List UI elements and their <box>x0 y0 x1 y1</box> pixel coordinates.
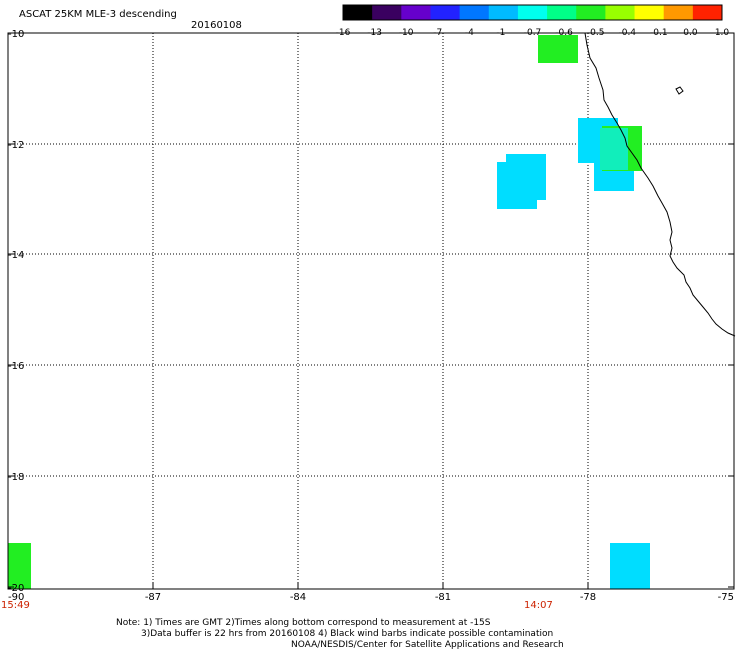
colorbar-border <box>342 4 723 21</box>
colorbar-swatch <box>547 5 577 20</box>
product-date: 20160108 <box>191 20 242 31</box>
colorbar-swatch <box>634 5 665 20</box>
lon-label: -87 <box>145 592 161 603</box>
footnote-line-1: Note: 1) Times are GMT 2)Times along bot… <box>116 618 491 628</box>
colorbar-swatch <box>605 5 636 20</box>
island <box>675 86 684 95</box>
colorbar-swatch <box>663 5 694 20</box>
footnote-line-3: NOAA/NESDIS/Center for Satellite Applica… <box>291 640 564 650</box>
lon-label: -90 <box>8 592 24 603</box>
wind-cell <box>8 543 31 589</box>
colorbar-swatch <box>372 5 402 20</box>
lat-label: -18 <box>8 472 24 483</box>
grid-lines <box>8 33 734 589</box>
colorbar-swatch <box>343 5 373 20</box>
lon-label: -78 <box>580 592 596 603</box>
time-label-start: 15:49 <box>1 600 30 611</box>
lat-label: -14 <box>8 250 24 261</box>
colorbar-swatch <box>692 5 723 20</box>
footnote-line-2: 3)Data buffer is 22 hrs from 20160108 4)… <box>141 629 554 639</box>
lon-label: -81 <box>435 592 451 603</box>
colorbar-swatch <box>430 5 461 20</box>
lat-label: -12 <box>8 140 24 151</box>
coastline <box>584 32 736 337</box>
lat-label: -20 <box>8 583 24 594</box>
wind-cell <box>506 154 546 200</box>
lat-label: -16 <box>8 361 24 372</box>
map-frame <box>7 32 735 590</box>
colorbar-swatch <box>517 5 548 20</box>
wind-cells <box>8 35 650 589</box>
colorbar-swatch <box>459 5 490 20</box>
lat-label: -10 <box>8 29 24 40</box>
time-label-mid: 14:07 <box>524 600 553 611</box>
colorbar-swatch <box>488 5 519 20</box>
wind-cell <box>610 543 650 589</box>
wind-cell <box>538 35 578 63</box>
axis-labels: -10 -12 -14 -16 -18 -20-90 -87 -84 -81 -78 -75 <box>7 29 735 603</box>
wind-cell <box>600 128 628 170</box>
colorbar-swatch <box>401 5 431 20</box>
product-title: ASCAT 25KM MLE-3 descending <box>19 9 177 20</box>
lon-label: -84 <box>290 592 306 603</box>
lon-label: -75 <box>718 592 734 603</box>
colorbar-swatch <box>576 5 606 20</box>
